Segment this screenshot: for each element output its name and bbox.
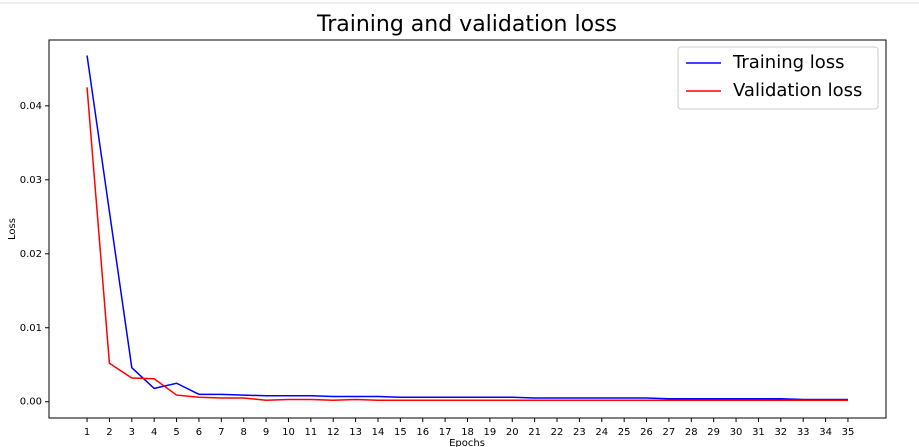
x-tick-label: 15 xyxy=(394,427,407,438)
x-tick-label: 7 xyxy=(218,427,224,438)
y-tick-label: 0.04 xyxy=(20,101,42,112)
line xyxy=(86,87,848,401)
x-tick-label: 22 xyxy=(551,427,564,438)
x-tick-label: 11 xyxy=(304,427,317,438)
x-tick-label: 29 xyxy=(707,427,720,438)
x-tick-label: 1 xyxy=(84,427,90,438)
x-tick-label: 5 xyxy=(173,427,179,438)
x-tick-label: 4 xyxy=(151,427,157,438)
legend-label: Validation loss xyxy=(733,80,862,101)
x-tick-label: 31 xyxy=(752,427,765,438)
x-tick-label: 23 xyxy=(573,427,586,438)
x-tick-label: 13 xyxy=(349,427,362,438)
x-tick-label: 33 xyxy=(797,427,810,438)
x-tick-label: 19 xyxy=(484,427,497,438)
y-tick-label: 0.02 xyxy=(20,249,42,260)
x-tick-label: 20 xyxy=(506,427,519,438)
x-tick-label: 2 xyxy=(106,427,112,438)
x-tick-label: 6 xyxy=(196,427,202,438)
x-tick-label: 17 xyxy=(439,427,452,438)
x-tick-label: 16 xyxy=(416,427,429,438)
line xyxy=(86,55,848,401)
x-axis-label: Epochs xyxy=(449,438,485,447)
x-tick-label: 18 xyxy=(461,427,474,438)
legend-label: Training loss xyxy=(732,52,845,73)
x-tick-label: 3 xyxy=(129,427,135,438)
x-tick-label: 24 xyxy=(595,427,608,438)
y-axis-label: Loss xyxy=(7,218,18,240)
x-tick-label: 9 xyxy=(263,427,269,438)
x-tick-label: 21 xyxy=(528,427,541,438)
x-tick-label: 25 xyxy=(618,427,631,438)
x-tick-label: 10 xyxy=(282,427,295,438)
x-tick-label: 32 xyxy=(774,427,787,438)
x-tick-label: 27 xyxy=(663,427,676,438)
x-tick-label: 34 xyxy=(819,427,832,438)
x-tick-label: 14 xyxy=(372,427,385,438)
y-tick-label: 0.00 xyxy=(20,397,42,408)
chart-title: Training and validation loss xyxy=(316,12,617,37)
y-tick-label: 0.03 xyxy=(20,175,42,186)
x-tick-label: 30 xyxy=(730,427,743,438)
x-tick-label: 8 xyxy=(241,427,247,438)
x-tick-label: 35 xyxy=(842,427,855,438)
plot-frame xyxy=(48,39,887,419)
y-tick-label: 0.01 xyxy=(20,323,42,334)
legend-box xyxy=(677,46,879,110)
x-tick-label: 26 xyxy=(640,427,653,438)
x-tick-label: 12 xyxy=(327,427,340,438)
x-tick-label: 28 xyxy=(685,427,698,438)
